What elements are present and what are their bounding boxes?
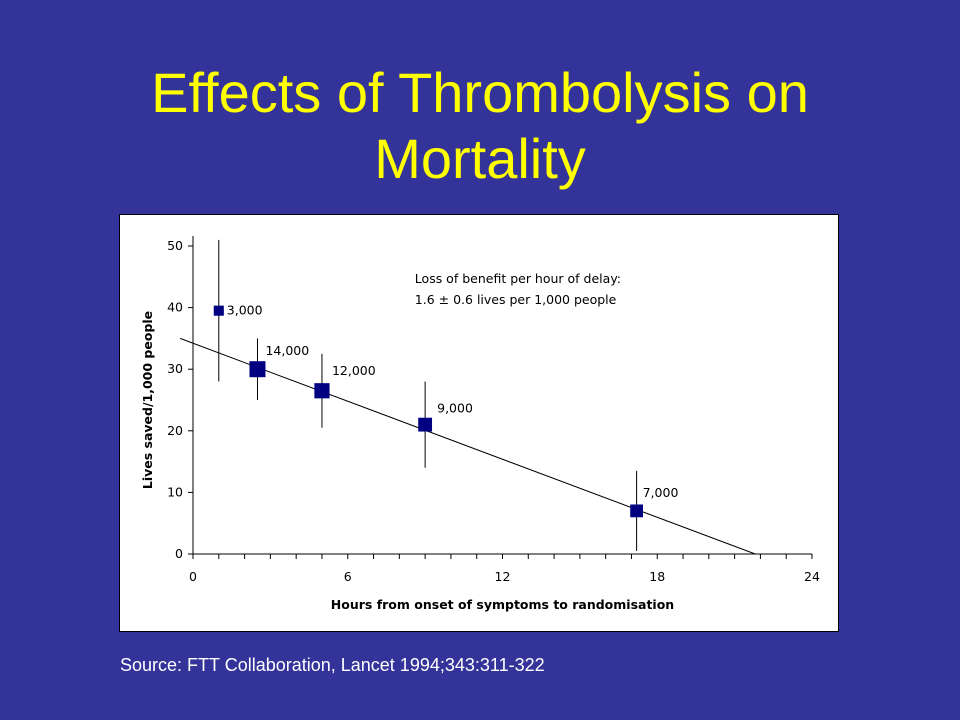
data-point-marker: [630, 504, 644, 518]
x-tick-label: 24: [804, 569, 820, 584]
y-tick-label: 50: [167, 238, 183, 253]
data-point-label: 12,000: [332, 363, 376, 378]
slide-title: Effects of Thrombolysis on Mortality: [60, 60, 900, 192]
y-tick-label: 40: [167, 300, 183, 315]
data-point-marker: [213, 305, 224, 316]
x-tick-label: 18: [649, 569, 665, 584]
data-point-label: 9,000: [437, 401, 473, 416]
data-point-marker: [249, 361, 266, 378]
title-line-2: Mortality: [374, 127, 586, 190]
trend-line: [179, 337, 756, 555]
data-point-label: 7,000: [643, 485, 679, 500]
data-point-label: 14,000: [265, 343, 309, 358]
title-line-1: Effects of Thrombolysis on: [151, 61, 809, 124]
annotation-line-1: Loss of benefit per hour of delay:: [415, 271, 621, 286]
mortality-chart: 0 10 20 30 40 50 0 6 12 18 24 3,000 14,000 12,000 9,0…: [140, 236, 820, 612]
data-point-label: 3,000: [227, 303, 263, 318]
x-tick-label: 12: [495, 569, 511, 584]
x-tick-label: 6: [344, 569, 352, 584]
data-point-marker: [314, 383, 330, 399]
annotation-line-2: 1.6 ± 0.6 lives per 1,000 people: [415, 292, 617, 307]
chart-panel: 0 10 20 30 40 50 0 6 12 18 24 3,000 14,000 12,000 9,0…: [119, 214, 839, 632]
source-citation: Source: FTT Collaboration, Lancet 1994;3…: [120, 655, 545, 675]
x-tick-label: 0: [189, 569, 197, 584]
y-tick-label: 30: [167, 361, 183, 376]
x-axis-label: Hours from onset of symptoms to randomis…: [331, 597, 674, 612]
data-point-marker: [418, 417, 433, 432]
y-tick-label: 20: [167, 423, 183, 438]
y-tick-label: 0: [175, 546, 183, 561]
y-tick-label: 10: [167, 484, 183, 499]
chart-marks: 3,000 14,000 12,000 9,000 7,000: [179, 239, 756, 555]
y-axis-label: Lives saved/1,000 people: [140, 311, 155, 489]
chart-axes: 0 10 20 30 40 50 0 6 12 18 24: [167, 236, 820, 584]
